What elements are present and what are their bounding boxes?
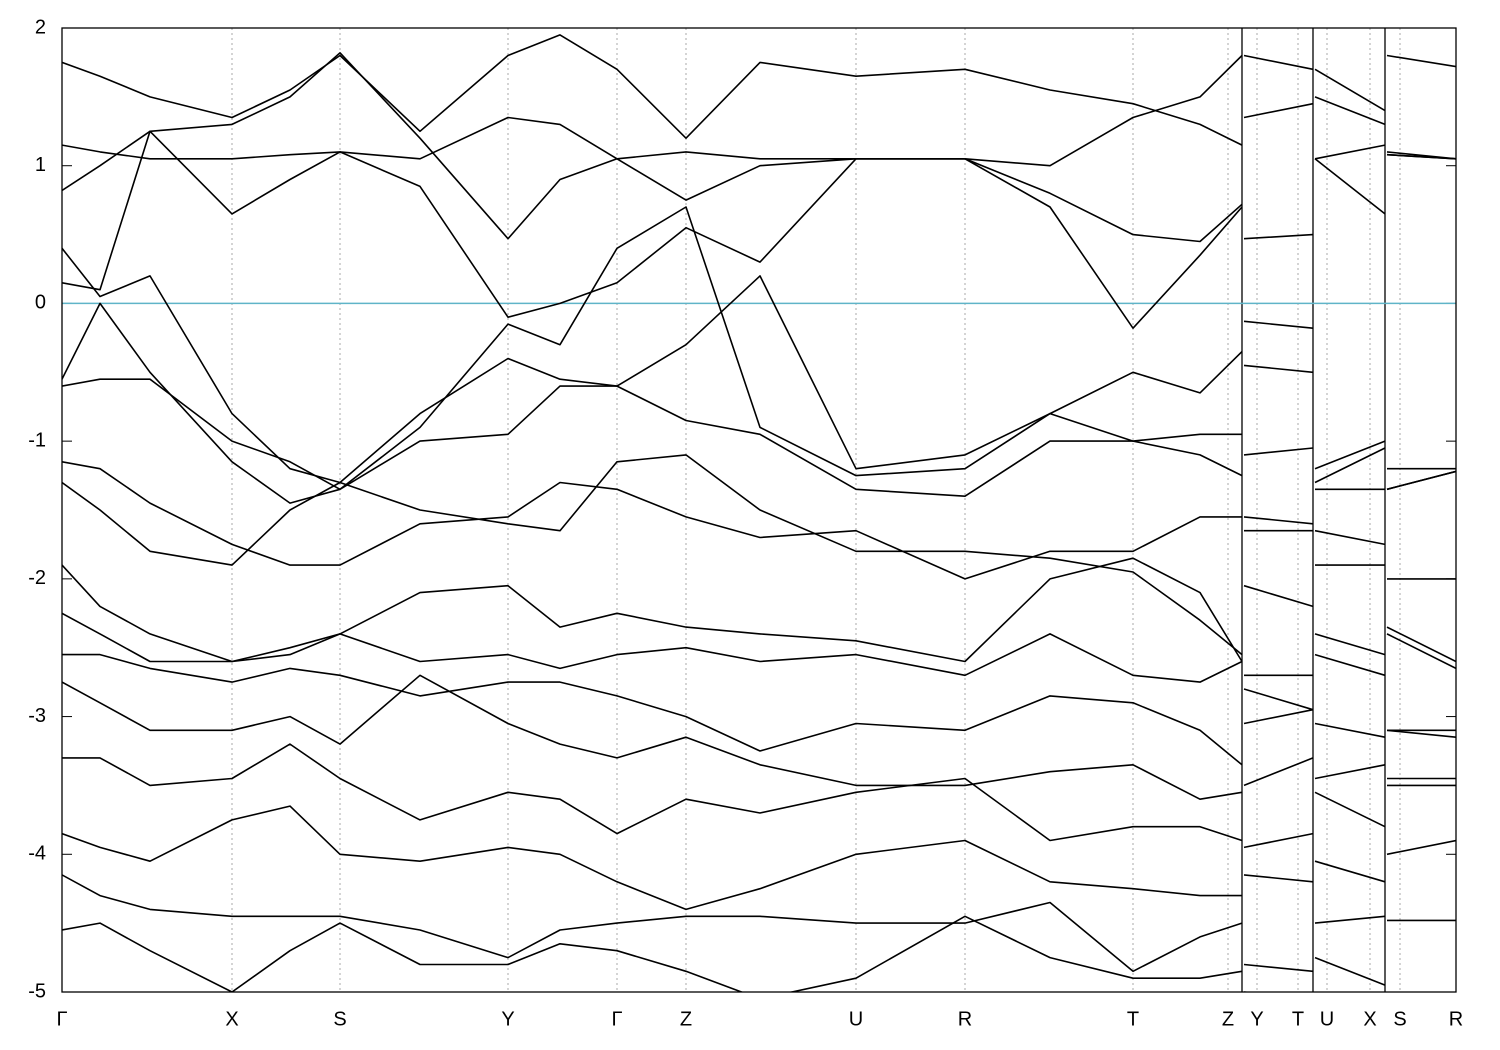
band-line <box>62 378 1456 525</box>
plot-frame <box>61 27 1457 993</box>
y-tick-label: -5 <box>28 980 46 1002</box>
band-line <box>62 461 1456 580</box>
band-line <box>62 743 1456 849</box>
band-line <box>62 130 1456 329</box>
x-tick-label: S <box>1393 1008 1406 1030</box>
band-line <box>62 805 1456 911</box>
x-tick-label: Z <box>680 1008 692 1030</box>
band-line <box>62 206 1456 504</box>
x-tick-label: Γ <box>56 1008 67 1030</box>
x-tick-label: Y <box>501 1008 514 1030</box>
band-line <box>62 52 1456 240</box>
y-tick-label: 0 <box>35 292 46 314</box>
band-line <box>62 915 1386 992</box>
band-line <box>62 454 1456 663</box>
x-tick-label: Γ <box>611 1008 622 1030</box>
x-tick-label: X <box>225 1008 238 1030</box>
x-tick-label: X <box>1363 1008 1376 1030</box>
x-tick-label: S <box>333 1008 346 1030</box>
x-tick-label: T <box>1292 1008 1304 1030</box>
y-tick-label: 1 <box>35 154 46 176</box>
band-line <box>62 874 1456 973</box>
y-tick-label: -3 <box>28 705 46 727</box>
x-tick-label: R <box>958 1008 972 1030</box>
band-line <box>62 247 1456 491</box>
x-tick-label: U <box>849 1008 863 1030</box>
y-tick-label: 2 <box>35 16 46 38</box>
x-tick-label: Y <box>1250 1008 1263 1030</box>
band-line <box>62 116 1456 243</box>
y-tick-label: -1 <box>28 429 46 451</box>
x-tick-label: Z <box>1222 1008 1234 1030</box>
y-tick-label: -2 <box>28 567 46 589</box>
band-line <box>62 557 1456 677</box>
band-line <box>62 612 1456 732</box>
x-tick-label: T <box>1127 1008 1139 1030</box>
y-tick-label: -4 <box>28 843 46 865</box>
bands <box>62 34 1456 992</box>
band-line <box>62 674 1456 800</box>
x-tick-label: R <box>1449 1008 1463 1030</box>
band-line <box>62 34 1456 146</box>
x-tick-label: U <box>1320 1008 1334 1030</box>
band-line <box>62 653 1456 766</box>
